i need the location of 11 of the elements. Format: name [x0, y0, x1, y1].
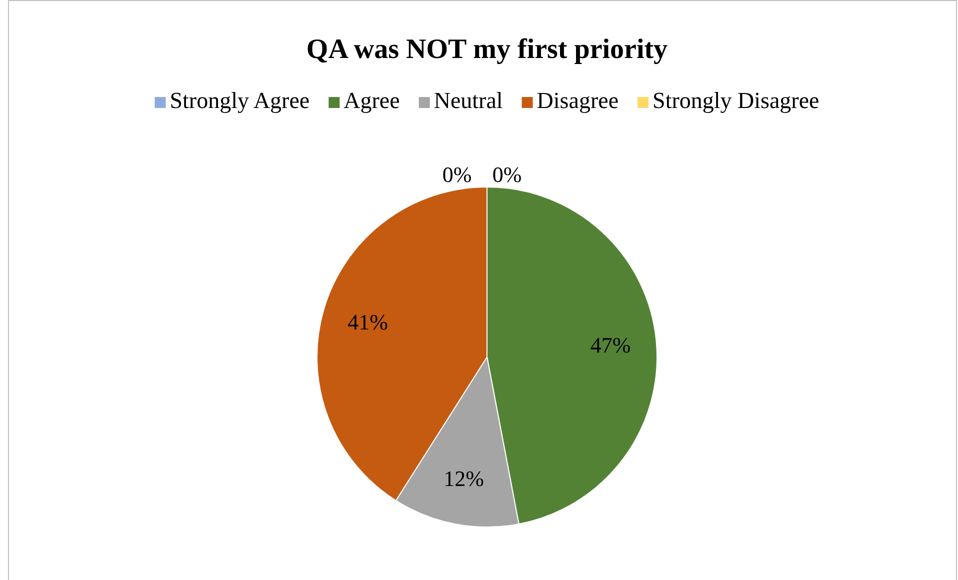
legend-label: Strongly Disagree [652, 88, 820, 113]
legend-label: Disagree [536, 88, 619, 113]
legend-label: Strongly Agree [170, 88, 310, 113]
data-label: 47% [590, 332, 631, 358]
legend-label: Agree [344, 88, 400, 113]
legend-label: Neutral [434, 88, 503, 113]
text: 0% [492, 162, 522, 187]
chart-title: QA was NOT my first priority [306, 34, 668, 65]
data-label: 12% [444, 466, 484, 491]
text: 0% [442, 162, 472, 187]
data-label: 41% [348, 309, 388, 334]
